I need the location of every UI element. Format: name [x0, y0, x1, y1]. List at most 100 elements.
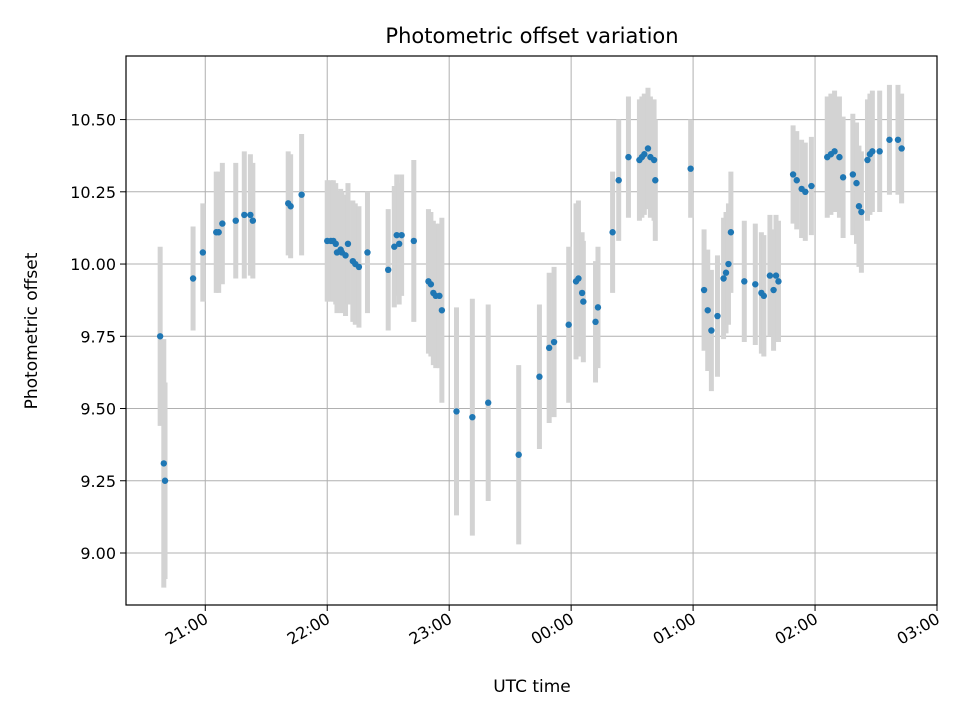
- data-point: [775, 278, 782, 285]
- data-point: [772, 272, 780, 279]
- data-point: [232, 217, 239, 224]
- data-point: [687, 165, 694, 172]
- data-point: [625, 153, 632, 161]
- y-tick-label: 10.25: [70, 183, 116, 202]
- data-point: [469, 413, 476, 421]
- y-tick-label: 9.00: [80, 544, 116, 563]
- y-tick-label: 10.00: [70, 255, 116, 274]
- data-point: [855, 203, 863, 210]
- data-point: [836, 153, 843, 161]
- data-point: [161, 477, 169, 484]
- x-tick-label: 22:00: [284, 609, 333, 649]
- data-point: [332, 240, 339, 248]
- data-point: [580, 298, 587, 305]
- data-point: [515, 451, 522, 458]
- data-point: [793, 177, 800, 184]
- y-axis-label: Photometric offset: [22, 252, 42, 409]
- data-point: [565, 321, 572, 328]
- x-tick-label: 21:00: [162, 609, 211, 649]
- data-point: [391, 243, 398, 250]
- x-tick-label: 03:00: [894, 609, 943, 649]
- x-axis-label: UTC time: [493, 677, 571, 697]
- data-point: [410, 237, 418, 245]
- data-point: [578, 289, 586, 297]
- data-point: [898, 145, 905, 152]
- data-point: [752, 281, 759, 288]
- data-point: [849, 171, 857, 178]
- data-point: [641, 151, 648, 158]
- data-point: [760, 292, 768, 300]
- data-point: [720, 275, 727, 282]
- data-point: [199, 249, 207, 256]
- data-point: [427, 281, 435, 288]
- data-point: [704, 307, 711, 314]
- data-point: [652, 177, 659, 184]
- data-point: [344, 240, 352, 248]
- data-point: [770, 286, 777, 294]
- data-point: [364, 249, 371, 256]
- x-tick-label: 02:00: [772, 609, 821, 649]
- data-point: [592, 318, 599, 326]
- data-point: [438, 307, 446, 314]
- data-point: [298, 191, 305, 198]
- data-point: [741, 278, 748, 285]
- data-point: [398, 231, 405, 239]
- data-point: [189, 275, 197, 282]
- data-point: [355, 263, 363, 271]
- plot-frame: [125, 55, 938, 606]
- data-point: [789, 171, 797, 178]
- data-point: [886, 136, 893, 143]
- data-point: [485, 399, 492, 406]
- data-point: [650, 156, 658, 164]
- x-tick-label: 23:00: [406, 609, 455, 649]
- data-point: [766, 272, 774, 279]
- data-point: [644, 145, 652, 152]
- data-point: [287, 203, 294, 210]
- y-tick-label: 9.50: [80, 400, 116, 419]
- data-point: [594, 304, 602, 311]
- data-point: [714, 312, 721, 320]
- data-point: [249, 217, 257, 224]
- data-point: [453, 408, 460, 415]
- data-point: [393, 231, 400, 239]
- x-tick-label: 01:00: [650, 609, 699, 649]
- data-point: [385, 266, 392, 274]
- data-point: [609, 229, 616, 236]
- data-point: [869, 148, 876, 155]
- grid: [126, 56, 938, 605]
- data-point: [831, 148, 838, 155]
- data-points: [156, 136, 905, 484]
- data-point: [700, 286, 708, 294]
- data-point: [160, 460, 168, 467]
- data-point: [215, 229, 222, 236]
- data-point: [219, 220, 226, 227]
- data-point: [545, 344, 553, 352]
- chart-title: Photometric offset variation: [385, 24, 678, 48]
- data-point: [156, 333, 164, 340]
- data-point: [853, 179, 860, 187]
- data-point: [536, 373, 543, 380]
- data-point: [864, 156, 871, 164]
- data-point: [342, 252, 349, 259]
- y-tick-label: 9.75: [80, 327, 116, 346]
- data-point: [808, 182, 815, 190]
- data-point: [615, 177, 622, 184]
- data-point: [550, 338, 558, 346]
- data-point: [839, 174, 847, 181]
- data-point: [708, 327, 715, 334]
- data-point: [894, 136, 902, 143]
- data-point: [575, 275, 582, 282]
- data-point: [876, 148, 883, 155]
- y-tick-label: 9.25: [80, 472, 116, 491]
- data-point: [395, 240, 403, 248]
- data-point: [858, 208, 865, 216]
- x-tick-label: 00:00: [528, 609, 577, 649]
- data-point: [802, 188, 809, 196]
- y-tick-label: 10.50: [70, 111, 116, 130]
- data-point: [722, 269, 730, 276]
- data-point: [727, 229, 735, 236]
- data-point: [725, 260, 732, 268]
- data-point: [247, 211, 254, 219]
- data-point: [436, 292, 443, 300]
